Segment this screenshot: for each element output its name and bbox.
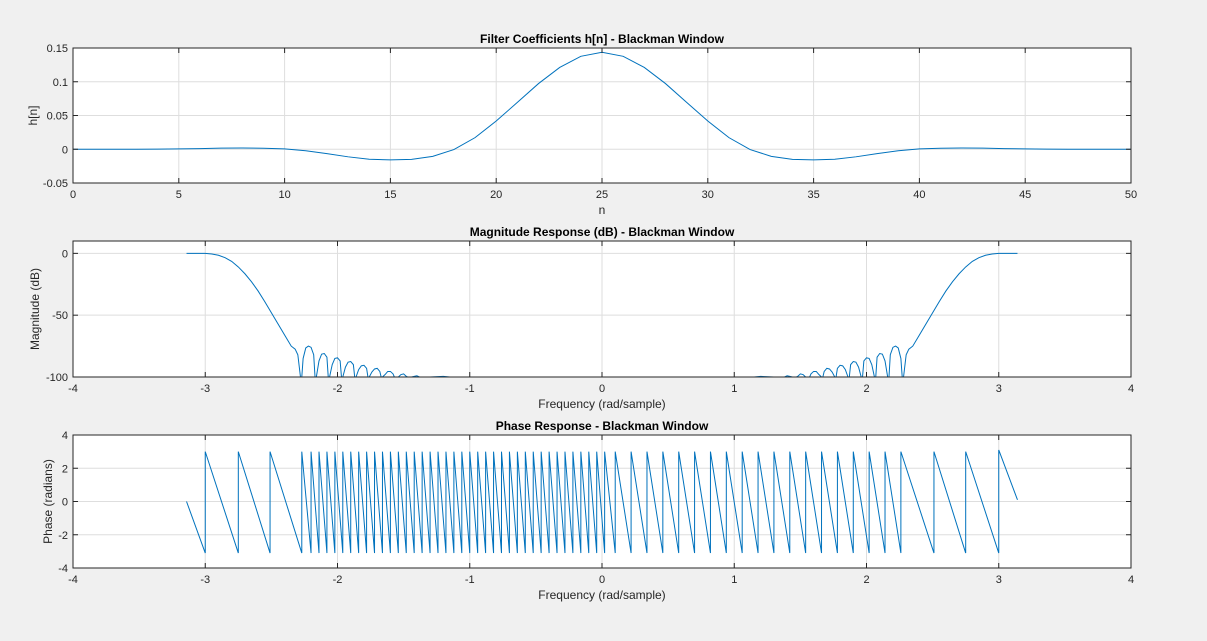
x-tick-label: 2 (863, 383, 869, 395)
y-tick-label: 0 (62, 497, 68, 509)
x-tick-label: 50 (1125, 189, 1137, 201)
y-tick-label: 0 (62, 144, 68, 156)
x-tick-label: 4 (1128, 383, 1134, 395)
x-tick-label: -1 (465, 383, 475, 395)
x-tick-label: 25 (596, 189, 608, 201)
x-tick-label: -2 (333, 383, 343, 395)
x-tick-label: -2 (333, 574, 343, 586)
x-tick-label: 1 (731, 383, 737, 395)
axes-coefficients: 0 5 10 15 20 25 30 35 40 45 50-0.0500.050.10.15Fil… (26, 32, 1137, 217)
x-tick-label: -4 (68, 383, 78, 395)
y-tick-label: -4 (58, 563, 68, 575)
x-tick-label: 3 (996, 383, 1002, 395)
x-tick-label: 15 (384, 189, 396, 201)
y-tick-label: 2 (62, 463, 68, 475)
series-line-phase-0 (186, 449, 1018, 554)
x-tick-label: 45 (1019, 189, 1031, 201)
chart-title: Filter Coefficients h[n] - Blackman Wind… (480, 32, 725, 46)
x-tick-label: -3 (200, 383, 210, 395)
x-tick-label: 1 (731, 574, 737, 586)
series-line-magnitude-1 (754, 252, 1018, 377)
x-tick-label: -1 (465, 574, 475, 586)
y-tick-label: -0.05 (43, 178, 68, 190)
y-tick-label: -100 (46, 372, 68, 384)
chart-title: Magnitude Response (dB) - Blackman Windo… (470, 225, 735, 239)
x-tick-label: 0 (599, 383, 605, 395)
x-tick-label: 40 (913, 189, 925, 201)
x-tick-label: -3 (200, 574, 210, 586)
y-tick-label: -50 (52, 310, 68, 322)
y-tick-label: 0.1 (53, 77, 68, 89)
x-tick-label: 2 (863, 574, 869, 586)
y-axis-label: h[n] (26, 105, 40, 125)
y-tick-label: 4 (62, 430, 68, 442)
y-tick-label: 0.05 (47, 111, 68, 123)
x-axis-label: n (599, 203, 606, 217)
x-tick-label: 10 (278, 189, 290, 201)
axes-phase: -4 -3 -2 -1 0 1 2 3 4 -4 -2 0 2 4 Phase Response - Bla… (41, 419, 1134, 602)
x-tick-label: 0 (70, 189, 76, 201)
x-tick-label: 35 (807, 189, 819, 201)
chart-title: Phase Response - Blackman Window (496, 419, 709, 433)
x-tick-label: 20 (490, 189, 502, 201)
y-tick-label: 0 (62, 248, 68, 260)
x-axis-label: Frequency (rad/sample) (538, 588, 665, 602)
series-line-magnitude-0 (186, 252, 450, 377)
y-axis-label: Magnitude (dB) (28, 268, 42, 350)
axes-magnitude: -4 -3 -2 -1 0 1 2 3 4 -100 -50 0 Magnitude Response … (28, 225, 1134, 411)
x-tick-label: 30 (702, 189, 714, 201)
x-tick-label: -4 (68, 574, 78, 586)
x-tick-label: 0 (599, 574, 605, 586)
y-axis-label: Phase (radians) (41, 459, 55, 544)
x-tick-label: 4 (1128, 574, 1134, 586)
x-tick-label: 5 (176, 189, 182, 201)
y-tick-label: -2 (58, 530, 68, 542)
y-tick-label: 0.15 (47, 43, 68, 55)
x-tick-label: 3 (996, 574, 1002, 586)
x-axis-label: Frequency (rad/sample) (538, 397, 665, 411)
